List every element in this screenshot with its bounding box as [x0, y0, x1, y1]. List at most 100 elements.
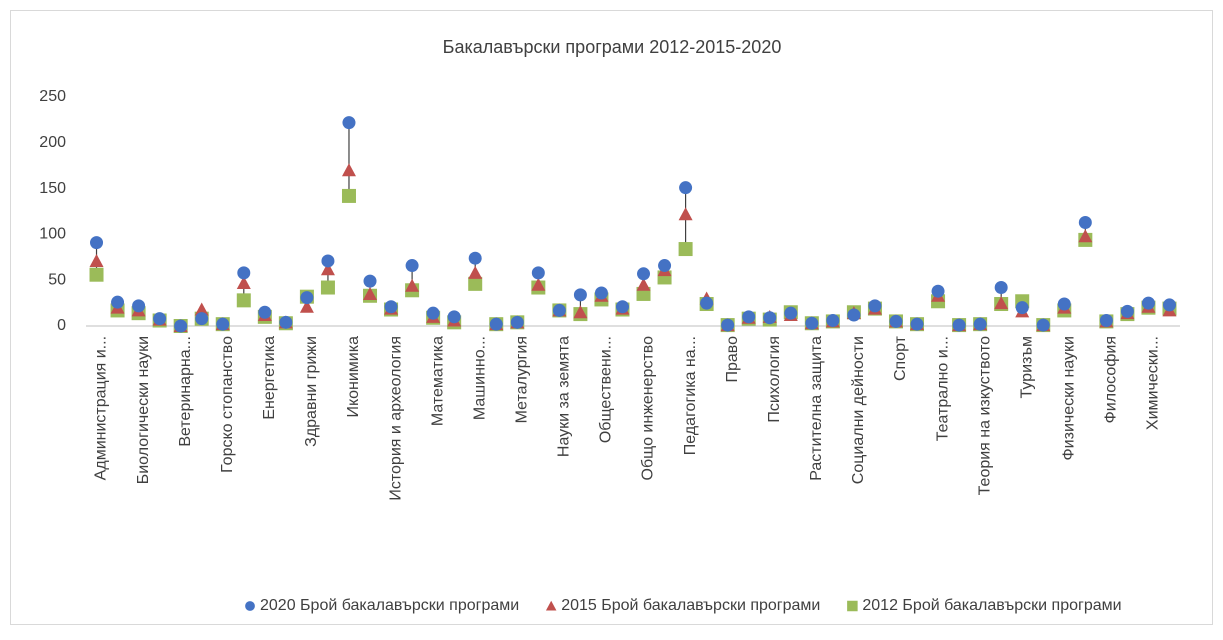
- marker: [805, 316, 819, 330]
- marker: [194, 302, 209, 316]
- marker: [279, 315, 293, 329]
- x-tick-label: Обществени...: [598, 336, 615, 443]
- marker: [342, 116, 356, 130]
- marker: [552, 303, 566, 317]
- marker: [931, 284, 945, 298]
- marker: [1099, 314, 1113, 328]
- marker: [952, 318, 966, 332]
- marker: [636, 277, 651, 291]
- marker: [1078, 215, 1092, 229]
- x-tick-label: Право: [724, 336, 741, 383]
- marker: [236, 275, 251, 289]
- marker: [573, 288, 587, 302]
- marker: [216, 317, 230, 331]
- marker: [658, 259, 672, 273]
- chart-title: Бакалавърски програми 2012-2015-2020: [443, 37, 782, 57]
- marker: [531, 266, 545, 280]
- x-tick-label: Енергетика: [261, 336, 278, 420]
- marker: [1120, 304, 1134, 318]
- x-tick-label: Педагогика на...: [682, 336, 699, 455]
- marker: [531, 277, 546, 291]
- marker: [973, 317, 987, 331]
- marker: [826, 314, 840, 328]
- marker: [363, 274, 377, 288]
- marker: [1078, 229, 1093, 243]
- marker: [258, 305, 272, 319]
- marker: [510, 315, 524, 329]
- marker: [868, 299, 882, 313]
- marker: [468, 265, 483, 279]
- marker: [678, 242, 693, 257]
- marker: [341, 163, 356, 177]
- marker: [405, 259, 419, 273]
- x-tick-label: Растителна защита: [808, 336, 825, 481]
- legend-label: 2012 Брой бакалавърски програми: [862, 597, 1121, 614]
- marker: [1057, 297, 1071, 311]
- marker: [1015, 301, 1029, 315]
- x-tick-label: Здравни грижи: [303, 336, 320, 447]
- x-tick-label: Общо инженерство: [640, 336, 657, 481]
- x-tick-label: Науки за земята: [556, 336, 573, 457]
- marker: [300, 291, 314, 305]
- legend-label: 2015 Брой бакалавърски програми: [561, 597, 820, 614]
- marker: [195, 312, 209, 326]
- x-tick-label: Администрация и...: [93, 336, 110, 480]
- marker: [405, 278, 420, 292]
- marker: [615, 300, 629, 314]
- marker: [763, 311, 777, 325]
- marker: [341, 188, 356, 203]
- x-tick-label: Металургия: [514, 336, 531, 423]
- marker: [320, 262, 335, 276]
- marker: [320, 280, 335, 295]
- legend-marker: [545, 600, 557, 611]
- x-tick-label: Социални дейности: [850, 336, 867, 484]
- marker: [363, 286, 378, 300]
- x-tick-label: Машинно...: [471, 336, 488, 420]
- marker: [721, 318, 735, 332]
- marker: [1162, 298, 1176, 312]
- y-tick-label: 100: [39, 226, 66, 243]
- y-tick-label: 50: [48, 271, 66, 288]
- x-tick-label: История и археология: [387, 336, 404, 501]
- x-tick-label: Иконимика: [345, 336, 362, 418]
- x-tick-label: Теория на изкуството: [976, 336, 993, 495]
- legend-marker: [847, 600, 858, 612]
- marker: [89, 253, 104, 267]
- marker: [489, 317, 503, 331]
- y-tick-label: 250: [39, 88, 66, 105]
- x-tick-label: Химически...: [1145, 336, 1162, 430]
- legend-marker: [245, 601, 255, 611]
- x-tick-label: Философия: [1103, 336, 1120, 423]
- marker: [573, 305, 588, 319]
- marker: [111, 295, 125, 309]
- y-tick-label: 150: [39, 180, 66, 197]
- marker: [700, 296, 714, 310]
- marker: [89, 267, 104, 282]
- x-tick-label: Ветеринарна...: [177, 336, 194, 447]
- marker: [910, 317, 924, 331]
- marker: [321, 254, 335, 268]
- legend-label: 2020 Брой бакалавърски програми: [260, 597, 519, 614]
- x-tick-label: Театрално и...: [934, 336, 951, 441]
- marker: [174, 319, 188, 333]
- marker: [594, 286, 608, 300]
- marker: [1036, 318, 1050, 332]
- y-tick-label: 200: [39, 134, 66, 151]
- marker: [994, 296, 1009, 310]
- marker: [889, 314, 903, 328]
- marker: [236, 293, 251, 308]
- marker: [237, 266, 251, 280]
- y-tick-label: 0: [57, 317, 66, 334]
- marker: [299, 299, 314, 313]
- marker: [426, 306, 440, 320]
- x-tick-label: Горско стопанство: [219, 336, 236, 473]
- x-tick-label: Спорт: [892, 335, 909, 381]
- marker: [468, 276, 483, 291]
- marker: [784, 306, 798, 320]
- marker: [678, 207, 693, 221]
- marker: [447, 310, 461, 324]
- marker: [994, 281, 1008, 295]
- x-tick-label: Биологически науки: [135, 336, 152, 484]
- x-tick-label: Туризъм: [1018, 336, 1035, 399]
